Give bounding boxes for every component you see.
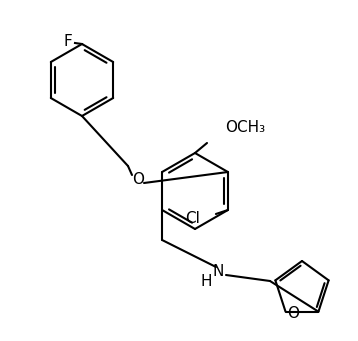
Text: O: O [287,306,300,321]
Text: F: F [64,34,72,49]
Text: OCH₃: OCH₃ [225,120,265,135]
Text: H: H [200,275,212,290]
Text: N: N [212,265,224,280]
Text: Cl: Cl [185,210,200,225]
Text: O: O [132,172,144,187]
